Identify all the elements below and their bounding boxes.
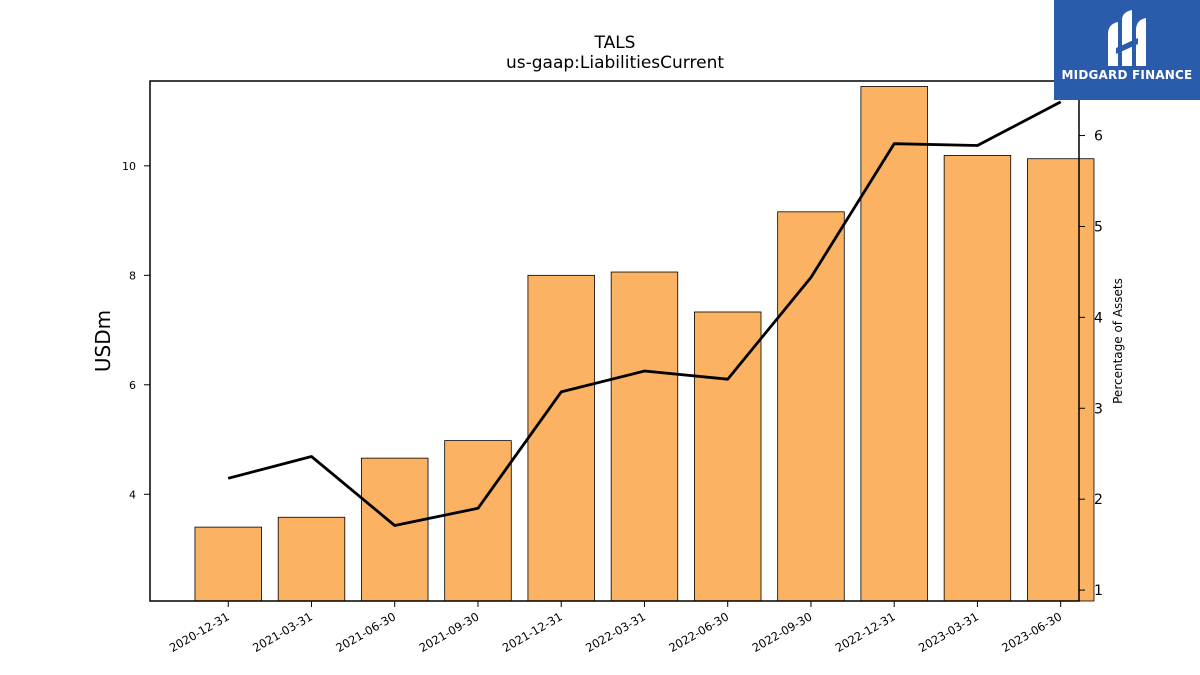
y2-axis-label: Percentage of Assets [1111,278,1125,404]
x-tick-label: 2022-12-31 [833,609,898,655]
bar-2023-06-30 [1026,158,1095,602]
bar-2022-12-31 [860,86,928,602]
x-tick-label: 2021-06-30 [333,609,398,655]
y2-tick-label: 2 [1094,492,1103,508]
x-tick-label: 2021-03-31 [250,609,315,655]
bar-2021-06-30 [361,457,429,602]
x-tick-label: 2021-09-30 [417,609,482,655]
x-tick-label: 2022-06-30 [666,609,731,655]
bar-2022-09-30 [777,211,845,602]
percentage-line [227,100,1062,527]
x-tick-label: 2022-09-30 [750,609,815,655]
x-tick-label: 2023-03-31 [916,609,981,655]
midgard-logo-icon [1108,10,1146,66]
plot-frame [149,80,1080,602]
y-tick-label: 10 [122,160,136,173]
y-tick-label: 4 [129,488,136,501]
y2-tick-label: 6 [1094,129,1103,145]
y-tick-label: 8 [129,269,136,282]
bar-2021-09-30 [444,440,512,602]
y2-tick-label: 1 [1094,583,1103,599]
brand-logo: MIDGARD FINANCE [1054,0,1200,100]
y2-tick-label: 4 [1094,310,1103,326]
chart-title: TALS [594,33,636,53]
bar-2022-03-31 [610,271,679,602]
x-tick-label: 2023-06-30 [999,609,1064,655]
bar-2022-06-30 [694,311,762,602]
x-tick-label: 2021-12-31 [500,609,565,655]
y-tick-label: 6 [129,379,136,392]
bar-2020-12-31 [194,526,262,602]
chart-subtitle: us-gaap:LiabilitiesCurrent [506,53,724,73]
y2-tick-label: 5 [1094,219,1103,235]
x-tick-label: 2020-12-31 [167,609,232,655]
bar-2021-12-31 [527,274,595,602]
bar-2023-03-31 [943,155,1012,602]
bar-2021-03-31 [277,516,346,602]
y-axis-label: USDm [91,310,115,372]
y2-tick-label: 3 [1094,401,1103,417]
logo-text: MIDGARD FINANCE [1061,68,1193,82]
x-tick-label: 2022-03-31 [583,609,648,655]
